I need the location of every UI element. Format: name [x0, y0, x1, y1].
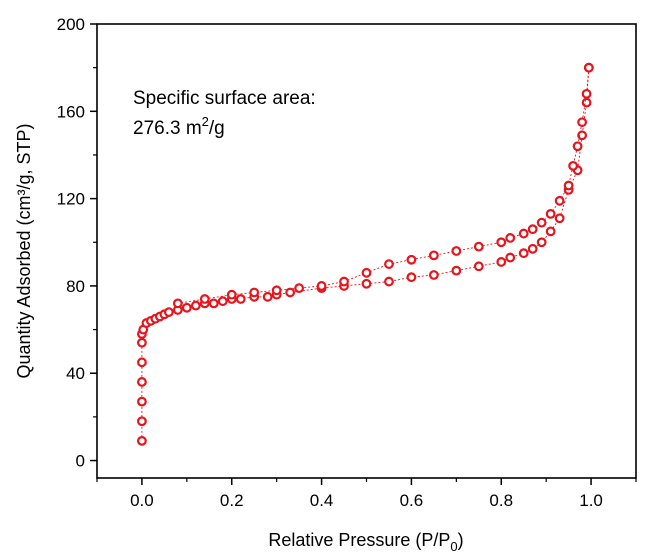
- series-1-point: [262, 291, 273, 302]
- y-tick-label: 80: [66, 277, 85, 296]
- data-series: [137, 62, 594, 446]
- series-2-point: [505, 233, 516, 243]
- axis-tick-labels: 0.0 0.2 0.4 0.6 0.8 1.0 0 40 80 120 160 200: [57, 15, 603, 510]
- series-1-point: [208, 298, 219, 309]
- annotation-line2: 276.3 m2/g: [133, 114, 225, 139]
- series-2-point: [406, 254, 417, 265]
- axis-ticks: [90, 23, 637, 485]
- x-axis-title-main: Relative Pressure (P/P: [268, 530, 450, 550]
- series-1-point: [536, 237, 547, 248]
- x-tick-label: 0.2: [220, 491, 244, 510]
- series-2-point: [581, 88, 592, 99]
- series-2-point: [572, 141, 583, 152]
- series-2-point: [226, 289, 237, 300]
- series-1-point: [406, 272, 417, 283]
- series-1-point: [545, 226, 556, 237]
- series-2-point: [545, 208, 556, 219]
- series-1-point: [384, 276, 394, 287]
- x-tick-label: 0.4: [310, 491, 334, 510]
- series-1-point: [361, 278, 372, 289]
- y-tick-label: 160: [57, 102, 85, 121]
- series-1-point: [137, 396, 147, 407]
- series-2-point: [294, 283, 305, 294]
- series-2-point: [339, 276, 349, 287]
- series-2-point: [563, 180, 574, 191]
- x-tick-label: 1.0: [579, 491, 603, 510]
- series-1-point: [137, 435, 147, 446]
- series-1-point: [554, 213, 565, 224]
- series-2-point: [428, 250, 439, 261]
- y-tick-label: 0: [76, 452, 85, 471]
- series-2-point: [384, 259, 394, 269]
- y-axis-title: Quantity Adsorbed (cm³/g, STP): [14, 123, 34, 378]
- series-2-point: [527, 224, 538, 235]
- annotation-unit: /g: [209, 118, 225, 139]
- x-tick-label: 0.8: [489, 491, 513, 510]
- series-2-point: [577, 117, 587, 128]
- series-1-point: [137, 416, 147, 427]
- series-1-point: [518, 248, 529, 259]
- series-2-point: [583, 62, 594, 73]
- series-1-point: [217, 296, 228, 307]
- series-1-point: [577, 130, 587, 141]
- series-2-point: [316, 281, 327, 291]
- series-1-point: [285, 287, 296, 298]
- series-1-point: [137, 357, 147, 368]
- series-1-point: [505, 252, 516, 263]
- series-2-point: [361, 267, 372, 278]
- series-2-point: [568, 160, 579, 171]
- y-tick-label: 40: [66, 364, 85, 383]
- series-1-point: [235, 294, 246, 304]
- series-1-point: [137, 337, 147, 348]
- series-2-point: [518, 228, 529, 239]
- series-2-point: [172, 298, 183, 309]
- annotation-sup: 2: [202, 114, 209, 129]
- series-2-point: [554, 195, 565, 206]
- annotation-value: 276.3 m: [133, 118, 202, 139]
- series-1-point: [473, 261, 484, 272]
- series-1-point: [527, 243, 538, 254]
- y-tick-label: 120: [57, 190, 85, 209]
- x-axis-title-end: ): [458, 530, 464, 550]
- series-1-point: [581, 97, 592, 108]
- series-1-point: [137, 377, 147, 387]
- series-1-point: [496, 257, 507, 267]
- series-1-point: [428, 270, 439, 280]
- x-axis-title-sub: 0: [450, 539, 457, 554]
- annotation-line1: Specific surface area:: [133, 88, 316, 109]
- series-1-point: [451, 265, 462, 276]
- series-2-point: [199, 294, 210, 304]
- x-tick-label: 0.6: [400, 491, 424, 510]
- series-1-line: [141, 67, 590, 441]
- x-axis-title: Relative Pressure (P/P0): [268, 530, 463, 554]
- x-tick-label: 0.0: [130, 491, 154, 510]
- series-1-point: [190, 300, 201, 311]
- series-2-point: [249, 287, 260, 298]
- series-2-point: [536, 217, 547, 228]
- series-1-point: [163, 307, 174, 318]
- series-1-point: [181, 302, 192, 313]
- series-2-point: [496, 237, 507, 248]
- series-2-point: [473, 241, 484, 252]
- y-tick-label: 200: [57, 15, 85, 34]
- series-2-point: [271, 285, 282, 296]
- series-2-point: [451, 246, 462, 256]
